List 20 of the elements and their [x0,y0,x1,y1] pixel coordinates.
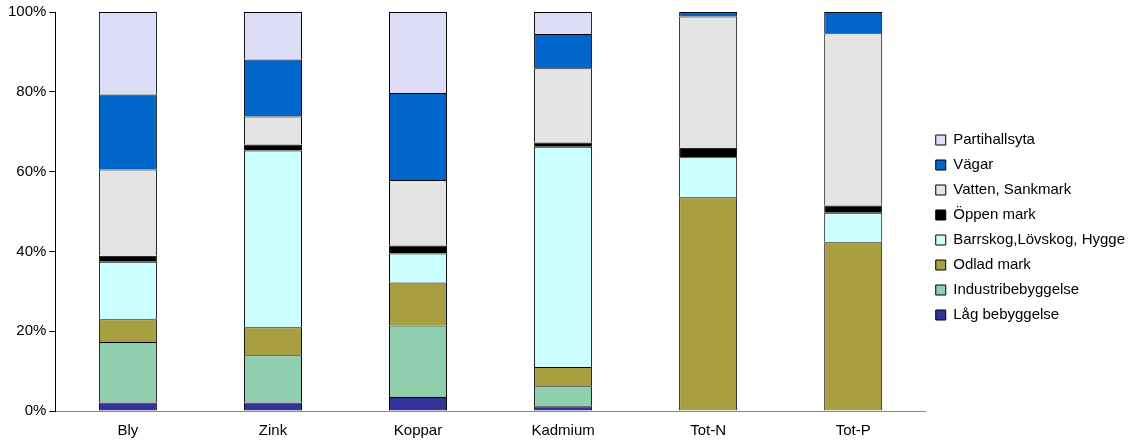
y-tick-label: 20% [16,321,47,339]
y-tick-label: 60% [16,161,47,179]
legend-label: Vägar [953,155,994,173]
legend-label: Vatten, Sankmark [953,180,1072,198]
x-tick-label: Kadmium [531,421,595,439]
legend-label: Partihallsyta [953,130,1036,148]
x-tick-label: Tot-P [835,421,871,439]
x-tick-label: Bly [117,421,139,439]
y-tick-label: 80% [16,81,47,99]
x-tick-label: Koppar [393,421,443,439]
y-tick-label: 100% [7,2,47,20]
y-tick-label: 40% [16,241,47,259]
x-tick-label: Tot-N [690,421,727,439]
x-tick-label: Zink [258,421,288,439]
legend-label: Öppen mark [953,205,1037,223]
legend-label: Låg bebyggelse [953,305,1060,323]
legend-label: Industribebyggelse [953,280,1080,298]
legend-label: Barrskog,Lövskog, Hygge [953,230,1126,248]
y-tick-label: 0% [24,401,47,419]
legend-label: Odlad mark [953,255,1032,273]
